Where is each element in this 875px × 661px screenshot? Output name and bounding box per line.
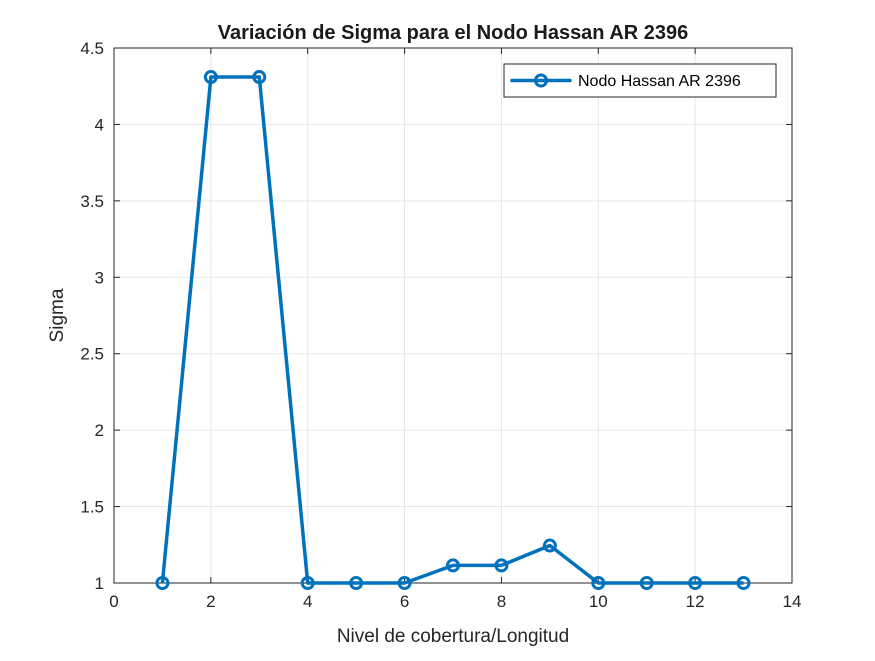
- data-point: [446, 558, 460, 573]
- y-tick-label: 4: [95, 115, 104, 134]
- x-tick-label: 10: [589, 592, 608, 611]
- grid: [113, 47, 793, 584]
- y-tick-label: 1: [95, 574, 104, 593]
- x-axis-label: Nivel de cobertura/Longitud: [337, 626, 569, 647]
- y-tick-label: 1.5: [80, 498, 104, 517]
- series: [155, 70, 751, 590]
- data-point: [736, 576, 751, 590]
- x-tick-label: 12: [686, 592, 705, 611]
- x-tick-label: 4: [303, 592, 312, 611]
- data-point: [349, 576, 364, 590]
- x-tick-label: 8: [497, 592, 506, 611]
- y-axis-label: Sigma: [47, 288, 68, 342]
- x-tick-label: 14: [783, 592, 802, 611]
- legend: Nodo Hassan AR 2396: [503, 63, 777, 98]
- data-point: [542, 538, 557, 553]
- y-tick-label: 4.5: [80, 39, 104, 58]
- data-point: [591, 576, 606, 590]
- data-point: [397, 576, 412, 590]
- plot-area: [113, 47, 793, 584]
- legend-circle-marker: [534, 73, 548, 88]
- x-tick-label: 2: [206, 592, 215, 611]
- data-point: [688, 576, 703, 590]
- x-tick-label: 0: [109, 592, 118, 611]
- data-point: [203, 70, 218, 85]
- y-tick-label: 2: [95, 421, 104, 440]
- legend-entry-label: Nodo Hassan AR 2396: [578, 73, 741, 90]
- x-tick-label: 6: [400, 592, 409, 611]
- y-tick-label: 3.5: [80, 192, 104, 211]
- data-point: [252, 70, 267, 85]
- data-point: [494, 558, 509, 573]
- data-point: [639, 576, 654, 590]
- chart-title: Variación de Sigma para el Nodo Hassan A…: [218, 22, 689, 44]
- data-point: [155, 576, 170, 590]
- series-line: [160, 75, 744, 585]
- y-tick-label: 3: [95, 268, 104, 287]
- data-point: [300, 576, 315, 590]
- y-tick-label: 2.5: [80, 345, 104, 364]
